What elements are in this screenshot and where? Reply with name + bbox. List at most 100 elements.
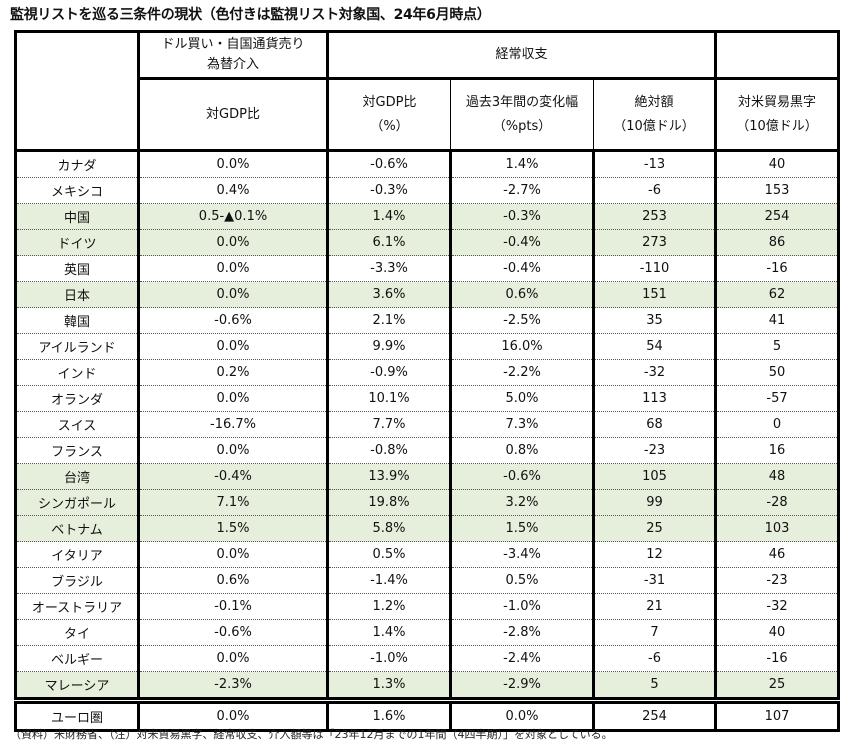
cell-ca-abs: 253 <box>592 203 717 230</box>
cell-country: ベルギー <box>14 645 140 672</box>
cell-ca-gdp: -3.3% <box>326 255 452 282</box>
cell-ca-change: -2.5% <box>449 307 595 334</box>
table-row: ベルギー 0.0% -1.0% -2.4% -6 -16 <box>14 645 840 672</box>
footnote: （資料）米財務省、（注）対米貿易黒字、経常収支、介入額等は「23年12月までの1… <box>10 728 613 741</box>
cell-intervention: 0.0% <box>137 437 329 464</box>
cell-ca-change: -2.4% <box>449 645 595 672</box>
cell-ca-abs: -31 <box>592 567 717 594</box>
table-row: フランス 0.0% -0.8% 0.8% -23 16 <box>14 437 840 464</box>
header-intervention-gdp: 対GDP比 <box>137 78 329 152</box>
header-intervention-group: ドル買い・自国通貨売り 為替介入 <box>137 30 329 80</box>
cell-intervention: 0.5-▲0.1% <box>137 203 329 230</box>
cell-ca-abs: 254 <box>592 701 717 732</box>
cell-ca-change: -0.4% <box>449 229 595 256</box>
cell-ca-change: -2.7% <box>449 177 595 204</box>
cell-ca-abs: -110 <box>592 255 717 282</box>
header-current-account-group: 経常収支 <box>326 30 717 80</box>
table-row: イタリア 0.0% 0.5% -3.4% 12 46 <box>14 541 840 568</box>
cell-us-trade: 86 <box>714 229 840 256</box>
cell-country: メキシコ <box>14 177 140 204</box>
cell-ca-gdp: 7.7% <box>326 411 452 438</box>
cell-ca-change: -0.6% <box>449 463 595 490</box>
cell-ca-abs: -23 <box>592 437 717 464</box>
cell-ca-change: -2.8% <box>449 619 595 646</box>
table-row: シンガポール 7.1% 19.8% 3.2% 99 -28 <box>14 489 840 516</box>
cell-ca-abs: 68 <box>592 411 717 438</box>
cell-ca-abs: 21 <box>592 593 717 620</box>
table-row: 英国 0.0% -3.3% -0.4% -110 -16 <box>14 255 840 282</box>
cell-country: イタリア <box>14 541 140 568</box>
cell-us-trade: 40 <box>714 150 840 178</box>
watchlist-table: ドル買い・自国通貨売り 為替介入 経常収支 対GDP比 対GDP比 （%） 過去… <box>14 30 840 732</box>
table-row: ドイツ 0.0% 6.1% -0.4% 273 86 <box>14 229 840 256</box>
cell-us-trade: 40 <box>714 619 840 646</box>
cell-ca-abs: 7 <box>592 619 717 646</box>
cell-intervention: 0.0% <box>137 281 329 308</box>
cell-us-trade: -32 <box>714 593 840 620</box>
cell-country: 日本 <box>14 281 140 308</box>
cell-us-trade: 41 <box>714 307 840 334</box>
cell-ca-abs: -13 <box>592 150 717 178</box>
cell-us-trade: 103 <box>714 515 840 542</box>
table-row: 中国 0.5-▲0.1% 1.4% -0.3% 253 254 <box>14 203 840 230</box>
cell-country: ドイツ <box>14 229 140 256</box>
cell-ca-abs: 151 <box>592 281 717 308</box>
cell-intervention: -0.6% <box>137 619 329 646</box>
cell-ca-change: 0.6% <box>449 281 595 308</box>
cell-intervention: -0.4% <box>137 463 329 490</box>
header-country-blank <box>14 30 140 152</box>
cell-ca-change: 0.8% <box>449 437 595 464</box>
table-row: ベトナム 1.5% 5.8% 1.5% 25 103 <box>14 515 840 542</box>
cell-country: ベトナム <box>14 515 140 542</box>
cell-ca-abs: 5 <box>592 671 717 700</box>
cell-ca-change: -0.4% <box>449 255 595 282</box>
table-row: メキシコ 0.4% -0.3% -2.7% -6 153 <box>14 177 840 204</box>
cell-ca-gdp: 6.1% <box>326 229 452 256</box>
cell-intervention: 0.4% <box>137 177 329 204</box>
cell-country: ブラジル <box>14 567 140 594</box>
cell-ca-gdp: 3.6% <box>326 281 452 308</box>
cell-country: シンガポール <box>14 489 140 516</box>
cell-ca-change: 3.2% <box>449 489 595 516</box>
table-row: スイス -16.7% 7.7% 7.3% 68 0 <box>14 411 840 438</box>
cell-intervention: 0.2% <box>137 359 329 386</box>
table-row: オランダ 0.0% 10.1% 5.0% 113 -57 <box>14 385 840 412</box>
cell-us-trade: -28 <box>714 489 840 516</box>
cell-ca-abs: 25 <box>592 515 717 542</box>
cell-ca-gdp: 19.8% <box>326 489 452 516</box>
cell-intervention: 0.0% <box>137 150 329 178</box>
cell-ca-change: 7.3% <box>449 411 595 438</box>
cell-ca-abs: 273 <box>592 229 717 256</box>
cell-us-trade: 5 <box>714 333 840 360</box>
cell-ca-gdp: -1.0% <box>326 645 452 672</box>
cell-intervention: 0.0% <box>137 385 329 412</box>
cell-ca-change: -1.0% <box>449 593 595 620</box>
page-title: 監視リストを巡る三条件の現状（色付きは監視リスト対象国、24年6月時点） <box>10 7 491 23</box>
cell-us-trade: 25 <box>714 671 840 700</box>
cell-us-trade: 107 <box>714 701 840 732</box>
cell-country: オランダ <box>14 385 140 412</box>
table-row: マレーシア -2.3% 1.3% -2.9% 5 25 <box>14 671 840 700</box>
cell-intervention: 0.0% <box>137 333 329 360</box>
cell-ca-change: -3.4% <box>449 541 595 568</box>
header-trade-blank <box>714 30 840 80</box>
cell-ca-abs: 105 <box>592 463 717 490</box>
cell-ca-abs: 99 <box>592 489 717 516</box>
cell-ca-gdp: 1.3% <box>326 671 452 700</box>
cell-us-trade: 0 <box>714 411 840 438</box>
cell-ca-abs: -6 <box>592 177 717 204</box>
cell-country: スイス <box>14 411 140 438</box>
header-row-group: ドル買い・自国通貨売り 為替介入 経常収支 <box>14 30 840 152</box>
cell-country: マレーシア <box>14 671 140 700</box>
cell-intervention: 0.0% <box>137 229 329 256</box>
table-row: カナダ 0.0% -0.6% 1.4% -13 40 <box>14 150 840 178</box>
cell-ca-abs: 54 <box>592 333 717 360</box>
cell-country: フランス <box>14 437 140 464</box>
table-row-euro: ユーロ圏 0.0% 1.6% 0.0% 254 107 <box>14 701 840 732</box>
cell-country: 台湾 <box>14 463 140 490</box>
cell-us-trade: 50 <box>714 359 840 386</box>
cell-ca-abs: -6 <box>592 645 717 672</box>
header-ca-change: 過去3年間の変化幅 （%pts） <box>450 78 594 152</box>
cell-us-trade: 153 <box>714 177 840 204</box>
cell-intervention: -16.7% <box>137 411 329 438</box>
